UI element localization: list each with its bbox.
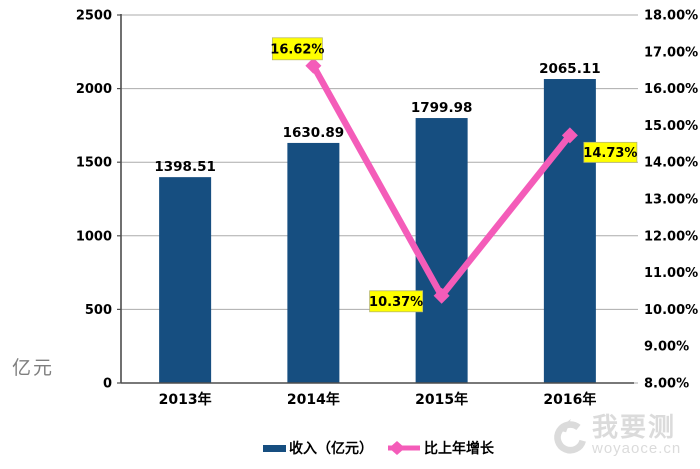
woyaoce-logo-icon bbox=[554, 418, 586, 454]
bar-series-swatch-icon bbox=[263, 444, 286, 452]
category-label: 2016年 bbox=[543, 391, 596, 408]
left-axis-title: 亿元 bbox=[12, 358, 55, 379]
watermark-brand: 我要测 bbox=[592, 412, 677, 442]
watermark: 我要测 woyaoce.cn bbox=[549, 414, 681, 458]
legend-item-growth: 比上年增长 bbox=[387, 438, 494, 458]
legend-label-growth: 比上年增长 bbox=[424, 440, 494, 456]
line-value-label: 14.73% bbox=[583, 146, 637, 161]
right-axis-tick-label: 9.00% bbox=[644, 340, 689, 355]
line-marker bbox=[305, 57, 322, 74]
watermark-domain: woyaoce.cn bbox=[592, 440, 682, 457]
legend-label-revenue: 收入（亿元） bbox=[289, 440, 373, 456]
left-axis-tick-label: 2000 bbox=[76, 82, 112, 97]
line-marker bbox=[433, 287, 450, 304]
right-axis-tick-label: 14.00% bbox=[644, 156, 698, 171]
right-axis-tick-label: 13.00% bbox=[644, 193, 698, 208]
line-value-callout bbox=[271, 37, 323, 61]
right-axis-tick-label: 11.00% bbox=[644, 266, 698, 281]
line-value-label: 16.62% bbox=[270, 43, 324, 58]
category-label: 2015年 bbox=[415, 391, 468, 408]
left-axis-tick-label: 500 bbox=[85, 303, 112, 318]
left-axis-tick-label: 1000 bbox=[76, 229, 112, 244]
line-series-swatch-icon bbox=[388, 441, 420, 455]
left-axis-tick-label: 0 bbox=[103, 377, 112, 392]
right-axis-tick-label: 17.00% bbox=[644, 45, 698, 60]
line-value-label: 10.37% bbox=[369, 295, 423, 310]
right-axis-tick-label: 12.00% bbox=[644, 229, 698, 244]
bar-2016年 bbox=[543, 79, 596, 383]
watermark-text: 我要测 woyaoce.cn bbox=[592, 414, 681, 457]
category-label: 2013年 bbox=[159, 391, 212, 408]
line-marker bbox=[561, 127, 578, 144]
legend-item-revenue: 收入（亿元） bbox=[263, 438, 373, 458]
line-value-callout bbox=[369, 290, 424, 313]
bar-2015年 bbox=[415, 118, 468, 384]
left-axis-tick-label: 2500 bbox=[76, 9, 112, 24]
right-axis-tick-label: 18.00% bbox=[644, 9, 698, 24]
bar-value-label: 1398.51 bbox=[154, 159, 216, 175]
right-axis-tick-label: 10.00% bbox=[644, 303, 698, 318]
bar-value-label: 1799.98 bbox=[411, 100, 473, 116]
line-value-callout bbox=[583, 141, 638, 163]
bar-2013年 bbox=[159, 177, 212, 383]
category-label: 2014年 bbox=[287, 391, 340, 408]
right-axis-tick-label: 15.00% bbox=[644, 119, 698, 134]
bar-2014年 bbox=[287, 142, 340, 383]
bar-value-label: 2065.11 bbox=[539, 61, 601, 77]
legend: 收入（亿元） 比上年增长 bbox=[263, 438, 494, 458]
bar-value-label: 1630.89 bbox=[283, 125, 345, 141]
right-axis-tick-label: 8.00% bbox=[644, 377, 689, 392]
left-axis-tick-label: 1500 bbox=[76, 156, 112, 171]
right-axis-tick-label: 16.00% bbox=[644, 82, 698, 97]
